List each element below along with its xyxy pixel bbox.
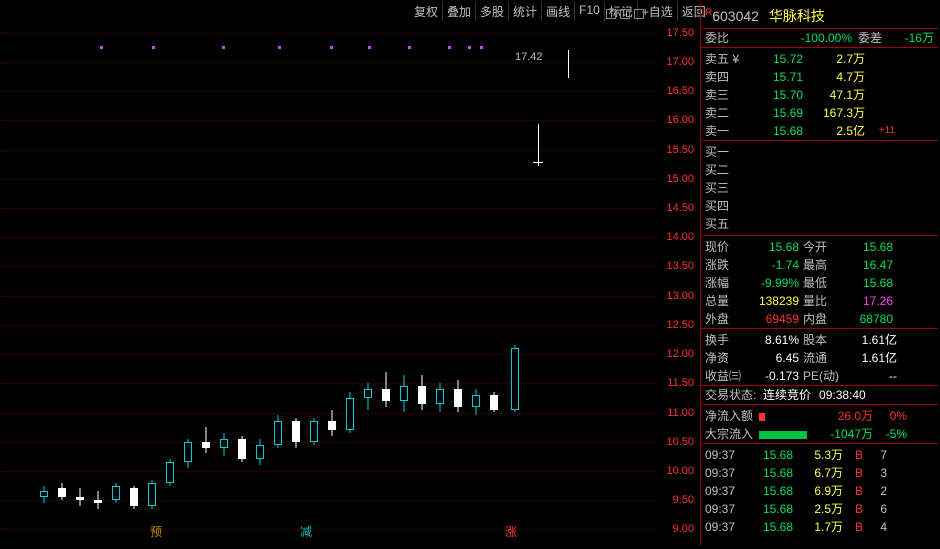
- metric-row: 收益㈢-0.173PE(动)--: [701, 367, 938, 385]
- quote-panel: R603042 华脉科技 委比 -100.00% 委差 -16万 卖五 ¥15.…: [700, 4, 938, 546]
- flow-row: 大宗流入-1047万-5%: [701, 425, 938, 443]
- metric-row: 换手8.61%股本1.61亿: [701, 331, 938, 349]
- quote-row: 涨跌-1.74最高16.47: [701, 256, 938, 274]
- status-row: 交易状态: 连续竞价 09:38:40: [701, 385, 938, 404]
- quote-row: 现价15.68今开15.68: [701, 238, 938, 256]
- quote-row: 外盘69459内盘68780: [701, 310, 938, 328]
- tick-mark: [533, 162, 543, 163]
- tick-row: 09:3715.682.5万B6: [701, 500, 938, 518]
- price-axis: 17.5017.0016.5016.0015.5015.0014.5014.00…: [656, 18, 696, 544]
- quote-row: 涨幅-9.99%最低15.68: [701, 274, 938, 292]
- tick-row: 09:3715.681.7万B4: [701, 518, 938, 536]
- quote-row: 总量138239量比17.26: [701, 292, 938, 310]
- flow-row: 净流入额26.0万0%: [701, 407, 938, 425]
- stock-name: 华脉科技: [769, 8, 825, 24]
- bid-row: 买一: [701, 143, 938, 161]
- vertical-mark-2: [538, 124, 539, 166]
- bid-row: 买五: [701, 215, 938, 233]
- bid-row: 买二: [701, 161, 938, 179]
- ask-row: 卖二15.69167.3万: [701, 104, 938, 122]
- bid-row: 买三: [701, 179, 938, 197]
- price-label: 17.42: [515, 51, 543, 63]
- tick-row: 09:3715.685.3万B7: [701, 446, 938, 464]
- stock-header: R603042 华脉科技: [701, 4, 938, 28]
- ask-row: 卖一15.682.5亿+11: [701, 122, 938, 140]
- commission-row: 委比 -100.00% 委差 -16万: [701, 28, 938, 47]
- stock-code: 603042: [712, 8, 759, 24]
- metric-row: 净资6.45流通1.61亿: [701, 349, 938, 367]
- tick-row: 09:3715.686.7万B3: [701, 464, 938, 482]
- ask-row: 卖四15.714.7万: [701, 68, 938, 86]
- vertical-mark-1: [568, 50, 569, 78]
- ask-row: 卖五 ¥15.722.7万: [701, 50, 938, 68]
- tick-row: 09:3715.686.9万B2: [701, 482, 938, 500]
- bid-row: 买四: [701, 197, 938, 215]
- chart-area[interactable]: 17.42 预减涨: [0, 18, 656, 544]
- ask-row: 卖三15.7047.1万: [701, 86, 938, 104]
